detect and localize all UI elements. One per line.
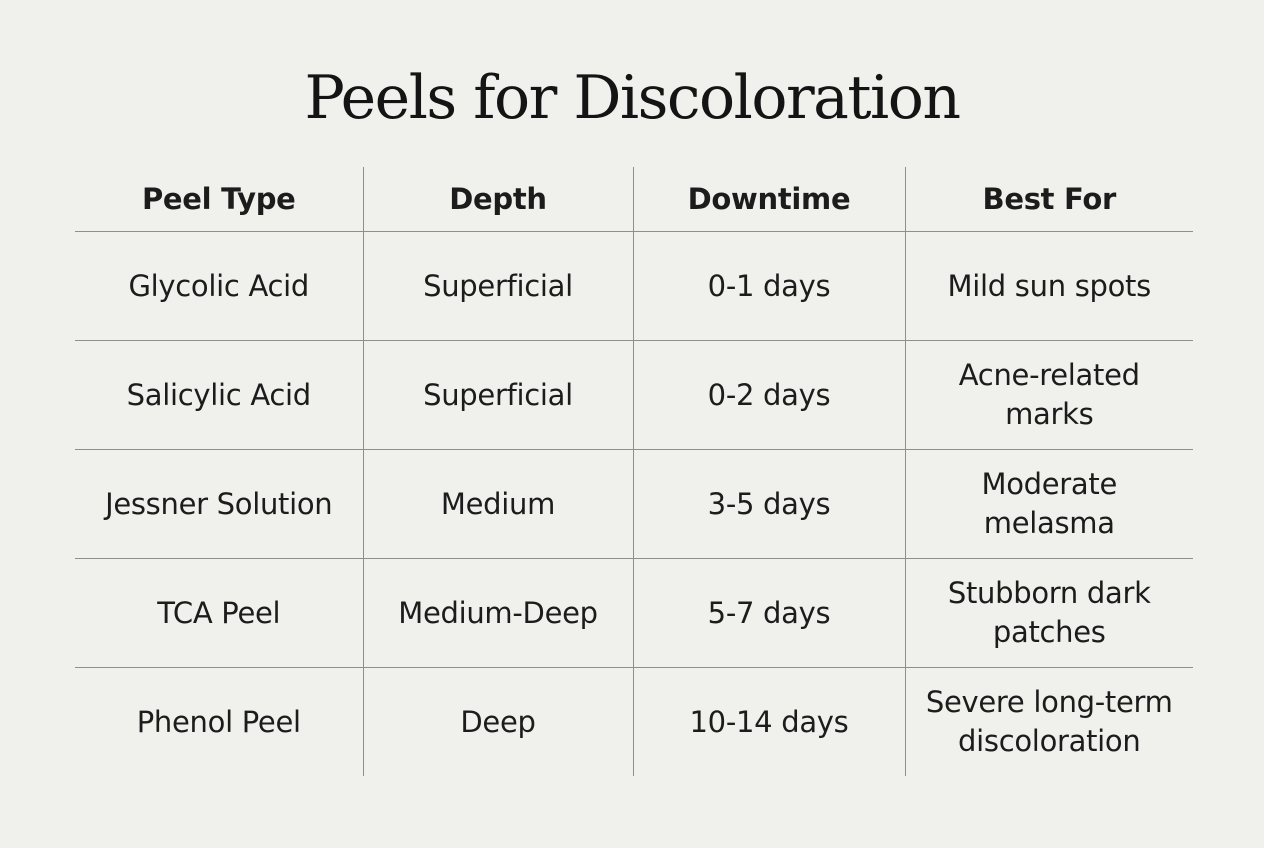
cell-best-for: Acne-related marks: [904, 340, 1193, 450]
cell-peel-type: Glycolic Acid: [75, 231, 364, 341]
column-header-best-for: Best For: [904, 167, 1193, 232]
page-title: Peels for Discoloration: [304, 63, 961, 133]
table-row: Salicylic Acid Superficial 0-2 days Acne…: [75, 340, 1193, 450]
cell-depth: Medium: [362, 449, 634, 559]
cell-downtime: 0-1 days: [632, 231, 906, 341]
peels-table: Peel Type Depth Downtime Best For Glycol…: [75, 167, 1193, 776]
cell-best-for: Stubborn dark patches: [904, 558, 1193, 668]
table-row: Glycolic Acid Superficial 0-1 days Mild …: [75, 231, 1193, 341]
cell-best-for: Mild sun spots: [904, 231, 1193, 341]
column-header-depth: Depth: [362, 167, 634, 232]
cell-downtime: 10-14 days: [632, 667, 906, 776]
cell-peel-type: Jessner Solution: [75, 449, 364, 559]
cell-peel-type: Salicylic Acid: [75, 340, 364, 450]
cell-downtime: 5-7 days: [632, 558, 906, 668]
cell-depth: Superficial: [362, 340, 634, 450]
cell-best-for: Moderate melasma: [904, 449, 1193, 559]
cell-depth: Deep: [362, 667, 634, 776]
table-row: TCA Peel Medium-Deep 5-7 days Stubborn d…: [75, 558, 1193, 668]
table-row: Jessner Solution Medium 3-5 days Moderat…: [75, 449, 1193, 559]
cell-depth: Medium-Deep: [362, 558, 634, 668]
cell-depth: Superficial: [362, 231, 634, 341]
table-row: Phenol Peel Deep 10-14 days Severe long-…: [75, 667, 1193, 776]
cell-downtime: 3-5 days: [632, 449, 906, 559]
column-header-peel-type: Peel Type: [75, 167, 364, 232]
cell-downtime: 0-2 days: [632, 340, 906, 450]
column-header-downtime: Downtime: [632, 167, 906, 232]
table-header-row: Peel Type Depth Downtime Best For: [75, 167, 1193, 232]
cell-peel-type: Phenol Peel: [75, 667, 364, 776]
cell-best-for: Severe long-term discoloration: [904, 667, 1193, 776]
cell-peel-type: TCA Peel: [75, 558, 364, 668]
